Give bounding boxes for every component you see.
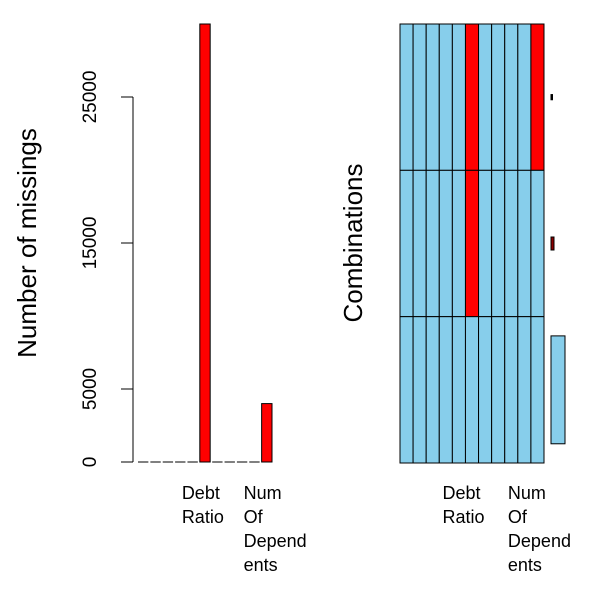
- observed-cell: [425, 23, 440, 171]
- observed-cell: [530, 316, 545, 464]
- observed-cell: [412, 169, 427, 318]
- proportion-bars: [550, 94, 566, 445]
- observed-cell: [504, 23, 519, 171]
- grid-cells: [399, 23, 545, 464]
- observed-cell: [451, 169, 466, 318]
- observed-cell: [425, 316, 440, 464]
- column-label: Depend: [508, 531, 571, 551]
- bars: [138, 23, 273, 463]
- combinations-grid: Combinations Debt Ratio Num Of Depend ents: [338, 23, 571, 575]
- y-tick-label: 25000: [80, 71, 101, 124]
- observed-cell: [412, 316, 427, 464]
- combination-proportion-bar: [550, 94, 553, 101]
- x-tick-label: ents: [244, 555, 278, 575]
- column-label: ents: [508, 555, 542, 575]
- x-tick-label: Num: [244, 483, 282, 503]
- y-tick-label: 0: [80, 457, 101, 468]
- missing-cell: [464, 23, 480, 171]
- observed-cell: [425, 169, 440, 318]
- observed-cell: [399, 23, 414, 171]
- y-tick-label: 15000: [80, 217, 101, 270]
- y-axis: 0 5000 15000 25000: [80, 71, 134, 468]
- missing-count-bar: [199, 23, 211, 463]
- observed-cell: [517, 316, 532, 464]
- observed-cell: [399, 316, 414, 464]
- y-axis-label-missings: Number of missings: [12, 128, 42, 358]
- observed-cell: [451, 23, 466, 171]
- observed-cell: [438, 23, 453, 171]
- missing-cell: [464, 169, 480, 318]
- missing-count-bar-chart: Number of missings 0 5000 15000 25000 Debt R…: [12, 23, 307, 575]
- observed-cell: [464, 316, 480, 464]
- observed-cell: [438, 169, 453, 318]
- observed-cell: [504, 316, 519, 464]
- observed-cell: [491, 316, 506, 464]
- column-label: Debt: [442, 483, 480, 503]
- observed-cell: [517, 23, 532, 171]
- observed-cell: [478, 316, 493, 464]
- missing-cell: [530, 23, 545, 171]
- combination-proportion-bar: [550, 236, 555, 251]
- observed-cell: [478, 169, 493, 318]
- missing-count-bar: [261, 403, 273, 463]
- column-labels: Debt Ratio Num Of Depend ents: [442, 483, 571, 575]
- observed-cell: [451, 316, 466, 464]
- column-label: Of: [508, 507, 528, 527]
- observed-cell: [491, 23, 506, 171]
- column-label: Ratio: [442, 507, 484, 527]
- x-tick-label: Debt: [182, 483, 220, 503]
- x-tick-label: Depend: [244, 531, 307, 551]
- observed-cell: [438, 316, 453, 464]
- observed-cell: [412, 23, 427, 171]
- x-tick-labels: Debt Ratio Num Of Depend ents: [182, 483, 307, 575]
- observed-cell: [517, 169, 532, 318]
- y-axis-label-combinations: Combinations: [338, 164, 368, 323]
- observed-cell: [478, 23, 493, 171]
- combination-proportion-bar: [550, 335, 566, 445]
- observed-cell: [504, 169, 519, 318]
- observed-cell: [399, 169, 414, 318]
- x-tick-label: Ratio: [182, 507, 224, 527]
- x-tick-label: Of: [244, 507, 264, 527]
- y-tick-label: 5000: [80, 368, 101, 410]
- observed-cell: [491, 169, 506, 318]
- column-label: Num: [508, 483, 546, 503]
- observed-cell: [530, 169, 545, 318]
